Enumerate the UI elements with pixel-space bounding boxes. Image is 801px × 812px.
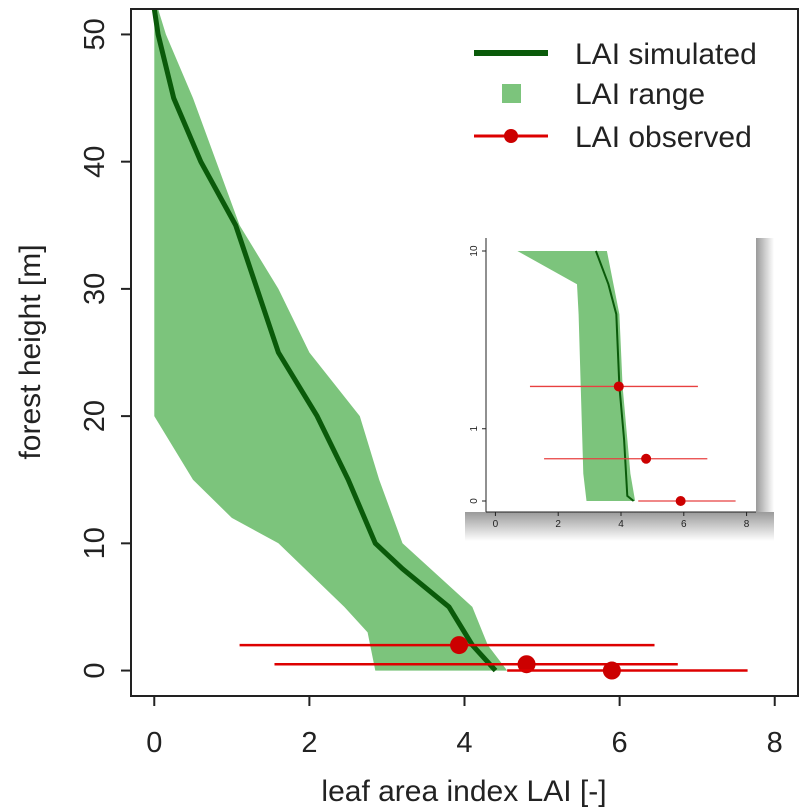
legend: LAI simulated LAI range LAI observed bbox=[474, 38, 757, 154]
inset-shadow-bottom bbox=[465, 512, 774, 541]
inset-x-tick-label: 2 bbox=[555, 519, 561, 530]
inset-lai-range-band bbox=[517, 251, 636, 501]
x-tick-label: 0 bbox=[146, 727, 162, 759]
y-tick-label: 30 bbox=[79, 273, 111, 305]
legend-label-range: LAI range bbox=[575, 78, 705, 111]
inset-y-tick-label: 1 bbox=[469, 425, 480, 431]
inset-lai-observed-point-2 bbox=[675, 496, 686, 506]
inset-y-tick-label: 10 bbox=[469, 245, 480, 257]
lai-range-area bbox=[154, 9, 508, 671]
x-tick-label: 6 bbox=[612, 727, 628, 759]
lai-simulated-line bbox=[151, 9, 498, 673]
y-tick-label: 50 bbox=[79, 18, 111, 50]
lai-range-band bbox=[154, 9, 508, 671]
inset-y-tick-label: 0 bbox=[469, 498, 480, 504]
y-axis-title: forest height [m] bbox=[14, 244, 47, 459]
x-tick-label: 4 bbox=[456, 727, 472, 759]
x-tick-label: 8 bbox=[767, 727, 783, 759]
legend-label-observed: LAI observed bbox=[575, 121, 752, 154]
inset-x-tick-label: 0 bbox=[493, 519, 499, 530]
lai-observed-point-2 bbox=[602, 661, 621, 680]
inset-lai-observed-group bbox=[529, 381, 736, 506]
lai-observed-group bbox=[239, 636, 748, 680]
legend-band-swatch bbox=[502, 84, 521, 103]
main-plot bbox=[151, 9, 748, 680]
x-tick-label: 2 bbox=[301, 727, 317, 759]
lai-simulated-line-group bbox=[151, 9, 498, 673]
inset-x-tick-label: 8 bbox=[744, 519, 750, 530]
inset-x-tick-label: 6 bbox=[681, 519, 687, 530]
inset-axes: 0 2 4 6 8 0 1 10 bbox=[469, 245, 750, 530]
inset-panel: 0 2 4 6 8 0 1 10 bbox=[465, 238, 774, 541]
inset-lai-range-area bbox=[517, 251, 636, 501]
inset-lai-observed-point-0 bbox=[613, 381, 624, 392]
inset-shadow-right bbox=[756, 238, 774, 530]
y-tick-label: 0 bbox=[79, 663, 111, 679]
inset-plot bbox=[517, 250, 736, 506]
x-axis-title: leaf area index LAI [-] bbox=[321, 775, 606, 808]
y-tick-label: 20 bbox=[79, 400, 111, 432]
legend-point-swatch bbox=[504, 129, 518, 143]
inset-x-tick-label: 4 bbox=[618, 519, 624, 530]
inset-lai-observed-point-1 bbox=[641, 453, 652, 464]
legend-label-simulated: LAI simulated bbox=[575, 38, 757, 71]
lai-observed-point-1 bbox=[517, 655, 536, 674]
y-tick-label: 10 bbox=[79, 527, 111, 559]
y-tick-label: 40 bbox=[79, 146, 111, 178]
lai-observed-point-0 bbox=[450, 636, 469, 655]
